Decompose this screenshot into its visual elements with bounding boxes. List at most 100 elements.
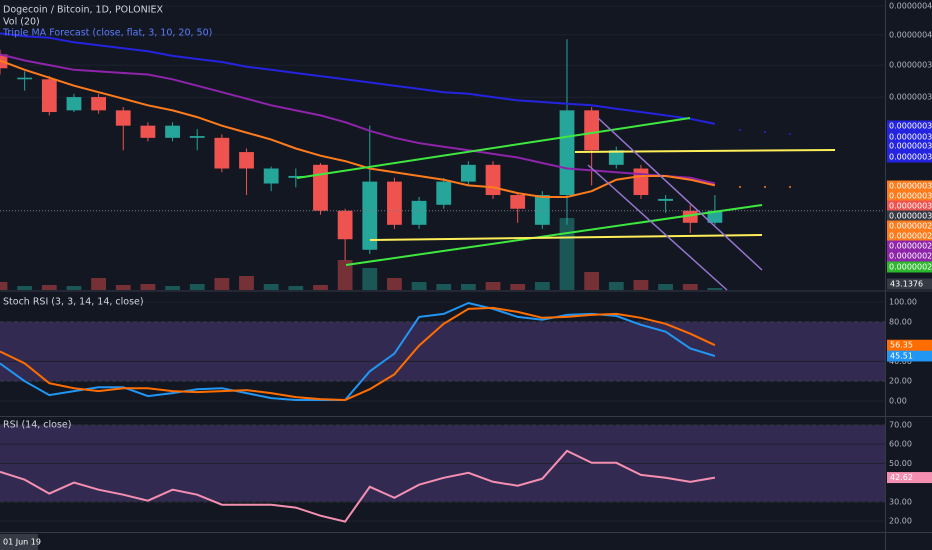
candle-body bbox=[608, 150, 624, 165]
y-tick-label: 20.00 bbox=[889, 377, 912, 386]
volume-bar bbox=[288, 286, 304, 290]
forecast-dot bbox=[789, 133, 791, 135]
volume-bar bbox=[214, 278, 230, 290]
ma-line bbox=[0, 53, 716, 185]
volume-bar bbox=[534, 281, 550, 290]
y-tick-label: 0.00000038 bbox=[889, 61, 932, 70]
volume-bar bbox=[189, 283, 205, 290]
drawings bbox=[296, 117, 836, 291]
volume-bar bbox=[337, 260, 353, 290]
candle-body bbox=[41, 79, 57, 113]
price-label: 0.00000029 bbox=[889, 242, 932, 251]
price-label-box bbox=[887, 151, 932, 163]
candle-body bbox=[682, 210, 698, 223]
y-tick-label: 20.00 bbox=[889, 517, 912, 526]
value-label-box bbox=[887, 278, 932, 290]
candle-body bbox=[460, 164, 476, 182]
volume-bar bbox=[91, 278, 107, 290]
channel-line bbox=[597, 117, 763, 271]
price-label: 0.00000034 bbox=[889, 122, 932, 131]
y-tick-label: 0.00 bbox=[889, 397, 907, 406]
price-label-box bbox=[887, 210, 932, 222]
candle-body bbox=[658, 198, 673, 201]
price-label-box bbox=[887, 131, 932, 143]
y-tick-label: 100.00 bbox=[889, 298, 917, 307]
price-label-box bbox=[887, 230, 932, 242]
volume-bar bbox=[436, 283, 452, 290]
chart-title: Dogecoin / Bitcoin, 1D, POLONIEX bbox=[3, 5, 164, 16]
volume-bar bbox=[682, 283, 698, 290]
price-label-box bbox=[887, 190, 932, 202]
value-label-box bbox=[887, 339, 932, 351]
ma-line bbox=[0, 32, 716, 125]
y-tick-label: 70.00 bbox=[889, 420, 912, 429]
volume-bar bbox=[140, 283, 156, 290]
price-label-box bbox=[887, 120, 932, 132]
candle-body bbox=[66, 97, 82, 111]
y-tick-label: 0.00000042 bbox=[889, 2, 932, 11]
volume-bar bbox=[17, 286, 33, 290]
candle-body bbox=[189, 136, 205, 138]
volume-bar bbox=[41, 285, 57, 290]
y-tick-label: 0.00000036 bbox=[889, 93, 932, 102]
price-label: 0.00000033 bbox=[889, 153, 932, 162]
y-tick-label: 30.00 bbox=[889, 497, 912, 506]
forecast-dot bbox=[764, 131, 766, 133]
candle-body bbox=[633, 168, 649, 196]
volume-bar bbox=[66, 286, 82, 290]
price-label: 0.00000029 bbox=[889, 252, 932, 261]
price-label-box bbox=[887, 240, 932, 252]
candle-body bbox=[337, 210, 353, 240]
candle-body bbox=[165, 125, 180, 138]
forecast-dot bbox=[764, 186, 766, 188]
price-label-box bbox=[887, 180, 932, 192]
value-label-box bbox=[887, 350, 932, 362]
price-label: 0.00000034 bbox=[889, 133, 932, 142]
grid bbox=[0, 5, 885, 522]
candle-body bbox=[362, 181, 378, 250]
volume-bar bbox=[559, 218, 575, 290]
level-line bbox=[369, 234, 763, 241]
volume-bar bbox=[608, 281, 624, 290]
candle-body bbox=[313, 164, 328, 211]
trend-line bbox=[345, 204, 763, 266]
price-label-box bbox=[887, 220, 932, 232]
pane-title: Stoch RSI (3, 3, 14, 14, close) bbox=[3, 297, 144, 308]
volume-bar bbox=[485, 281, 501, 290]
candle-body bbox=[239, 152, 254, 169]
volume-bar bbox=[165, 286, 180, 290]
volume-bar bbox=[263, 283, 279, 290]
price-label-box bbox=[887, 200, 932, 212]
volume-bar bbox=[387, 278, 402, 290]
volume-bar bbox=[362, 268, 378, 290]
candle-body bbox=[214, 137, 230, 169]
candle-body bbox=[91, 97, 107, 111]
price-label-box bbox=[887, 250, 932, 262]
value-label: 43.1376 bbox=[890, 280, 923, 289]
candle-body bbox=[140, 125, 156, 138]
forecast-dot bbox=[789, 186, 791, 188]
candle-body bbox=[707, 210, 723, 223]
price-label: 0.00000029 bbox=[889, 222, 932, 231]
volume-bar bbox=[584, 271, 600, 290]
forecast-dot bbox=[739, 186, 741, 188]
price-label: 0.00000029 bbox=[889, 232, 932, 241]
volume-bar bbox=[707, 288, 723, 290]
candle-body bbox=[559, 110, 575, 196]
trend-line bbox=[296, 117, 691, 179]
volume-bar bbox=[115, 285, 131, 290]
date-box bbox=[0, 534, 38, 550]
series-line bbox=[0, 306, 716, 402]
value-label: 56.35 bbox=[890, 341, 913, 350]
volume-bar bbox=[460, 283, 476, 290]
candle-body bbox=[263, 168, 279, 184]
candle-body bbox=[115, 110, 131, 126]
volume-bar bbox=[313, 285, 328, 290]
